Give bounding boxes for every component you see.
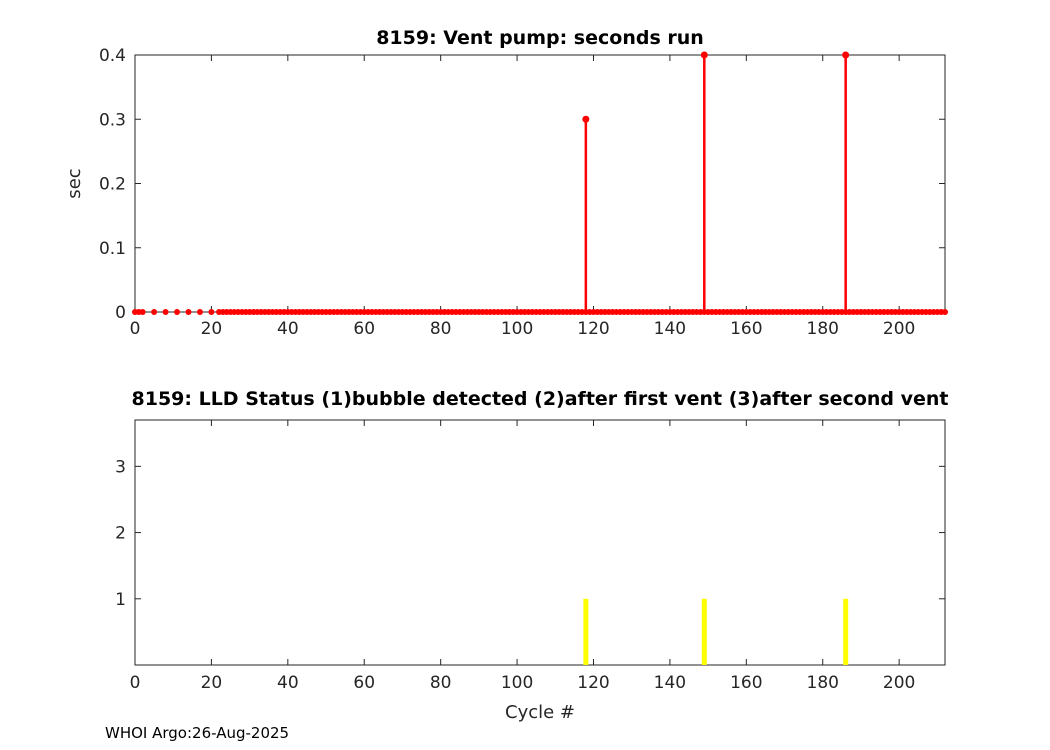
data-marker [151, 309, 158, 315]
x-tick-label: 60 [353, 673, 375, 693]
vent-pump-chart: 0 20 40 60 80 100 120 140 160 180 200 0 0.1 0.2 0.3 0.4… [64, 27, 948, 339]
y-tick-label: 0.2 [99, 175, 126, 195]
bar [701, 598, 707, 665]
x-tick-label: 120 [577, 319, 609, 339]
x-tick-label: 40 [277, 319, 299, 339]
x-tick-label: 0 [130, 673, 141, 693]
data-marker [582, 115, 590, 123]
data-marker [196, 309, 203, 315]
data-marker [942, 309, 948, 315]
axes-box [134, 54, 946, 313]
y-tick-label: 2 [115, 524, 126, 544]
x-tick-label: 180 [807, 673, 839, 693]
axes-box [134, 419, 946, 666]
stem-series [132, 51, 948, 315]
data-marker [208, 309, 215, 315]
x-tick-label: 60 [353, 319, 375, 339]
x-tick-label: 80 [430, 673, 452, 693]
y-tick-label: 0.3 [99, 110, 126, 130]
y-tick-label: 3 [115, 457, 126, 477]
x-tick-label: 200 [883, 673, 915, 693]
data-marker [174, 309, 181, 315]
data-marker [162, 309, 169, 315]
x-tick-label: 140 [654, 673, 686, 693]
x-tick-label: 80 [430, 319, 452, 339]
x-tick-label: 180 [807, 319, 839, 339]
x-tick-label: 0 [130, 319, 141, 339]
x-tick-label: 160 [730, 319, 762, 339]
data-marker [139, 309, 146, 315]
y-tick-label: 1 [115, 590, 126, 610]
y-tick-label: 0.1 [99, 239, 126, 259]
chart-title: 8159: Vent pump: seconds run [376, 27, 704, 49]
data-marker [700, 51, 708, 59]
x-tick-label: 120 [577, 673, 609, 693]
chart-title: 8159: LLD Status (1)bubble detected (2)a… [132, 388, 949, 410]
x-tick-label: 20 [201, 673, 223, 693]
x-tick-label: 20 [201, 319, 223, 339]
data-marker [842, 51, 850, 59]
bar [583, 598, 589, 665]
bar [843, 598, 849, 665]
x-axis-label: Cycle # [505, 702, 575, 723]
y-axis-label: sec [64, 168, 85, 198]
x-tick-label: 100 [501, 673, 533, 693]
bar-series [583, 598, 849, 665]
footer-credit: WHOI Argo:26-Aug-2025 [105, 724, 290, 742]
x-tick-label: 40 [277, 673, 299, 693]
lld-status-chart: 0 20 40 60 80 100 120 140 160 180 200 1 2 3 8159: LLD … [115, 388, 948, 723]
data-marker [185, 309, 192, 315]
x-tick-label: 160 [730, 673, 762, 693]
y-tick-label: 0.4 [99, 46, 126, 66]
x-tick-label: 100 [501, 319, 533, 339]
x-tick-label: 140 [654, 319, 686, 339]
y-tick-label: 0 [115, 303, 126, 323]
x-tick-label: 200 [883, 319, 915, 339]
